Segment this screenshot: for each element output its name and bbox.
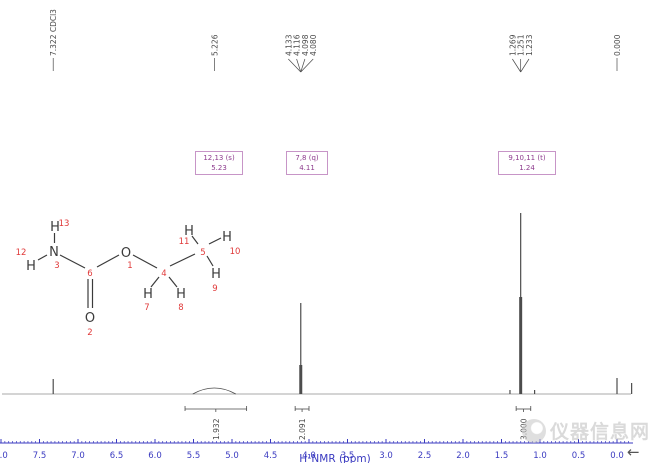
peak-label: 4.080 — [309, 34, 318, 56]
atom-number: 12 — [16, 248, 27, 258]
atom-number: 10 — [230, 247, 241, 257]
peak-label: 4.133 — [284, 34, 293, 56]
atom-H: H — [222, 230, 232, 245]
axis-tick-label: 7.0 — [71, 451, 85, 461]
peak-label: 4.116 — [293, 34, 302, 56]
axis-tick-label: 1.0 — [533, 451, 547, 461]
axis-tick-label: 4.0 — [302, 451, 316, 461]
assignment-box-ch2[interactable]: 7,8 (q) 4.11 — [286, 151, 328, 175]
atom-number: 2 — [87, 328, 92, 338]
axis-tick-label: 1.5 — [495, 451, 509, 461]
bond — [168, 276, 178, 288]
assignment-atoms: 12,13 (s) — [203, 154, 235, 162]
bond — [208, 237, 222, 245]
assignment-shift: 4.11 — [299, 164, 315, 172]
peak-label-connector — [296, 58, 302, 73]
bond — [96, 254, 120, 268]
atom-H: H — [211, 267, 221, 282]
atom-number: 5 — [200, 248, 205, 258]
peak-label: 5.226 — [211, 34, 220, 56]
axis-tick-label: 2.5 — [418, 451, 432, 461]
atom-number: 11 — [179, 237, 190, 247]
axis-tick-label: 3.0 — [379, 451, 393, 461]
peak-label-connector — [288, 58, 302, 73]
atom-O: O — [121, 246, 131, 261]
axis-tick-label: 0.0 — [610, 451, 624, 461]
bond — [150, 276, 160, 288]
scroll-left-arrow-icon[interactable]: ← — [627, 443, 640, 461]
axis-tick-label: 8.0 — [0, 451, 8, 461]
bond — [37, 254, 48, 261]
atom-H: H — [143, 287, 153, 302]
atom-number: 7 — [144, 303, 149, 313]
axis-tick-label: 5.5 — [187, 451, 201, 461]
atom-number: 6 — [87, 269, 92, 279]
integral-value: 2.091 — [298, 418, 307, 440]
assignment-shift: 1.24 — [519, 164, 535, 172]
axis-tick-label: 5.0 — [225, 451, 239, 461]
peak-label: 0.000 — [613, 34, 622, 56]
peak-label: 4.098 — [301, 34, 310, 56]
bond — [206, 255, 214, 267]
assignment-shift: 5.23 — [211, 164, 227, 172]
atom-number: 8 — [178, 303, 183, 313]
atom-number: 1 — [127, 261, 132, 271]
axis-tick-label: 7.5 — [33, 451, 47, 461]
atom-H: H — [50, 220, 60, 235]
bond — [132, 254, 158, 269]
integral-value: 1.932 — [212, 418, 221, 440]
assignment-box-ch3[interactable]: 9,10,11 (t) 1.24 — [498, 151, 556, 175]
atom-number: 13 — [59, 219, 70, 229]
atom-number: 4 — [161, 269, 166, 279]
peak-label-connector — [520, 58, 530, 73]
atom-O: O — [85, 311, 95, 326]
axis-tick-label: 6.5 — [110, 451, 124, 461]
watermark-text: 仪器信息网 — [550, 421, 648, 443]
axis-tick-label: 4.5 — [264, 451, 278, 461]
atom-number: 3 — [54, 261, 59, 271]
bond — [59, 254, 86, 269]
atom-N: N — [49, 245, 59, 260]
peak-hump — [192, 387, 237, 395]
assignment-box-nh2[interactable]: 12,13 (s) 5.23 — [195, 151, 243, 175]
atom-number: 9 — [212, 284, 217, 294]
bond — [191, 235, 199, 245]
atom-H: H — [26, 259, 36, 274]
watermark-logo-icon — [522, 418, 546, 443]
peak-label: 1.269 — [508, 34, 517, 56]
peak-label-connector — [300, 58, 306, 73]
assignment-atoms: 9,10,11 (t) — [508, 154, 546, 162]
assignment-atoms: 7,8 (q) — [295, 154, 319, 162]
peak-label: 7.322 CDCl3 — [49, 9, 58, 56]
peak-label: 1.233 — [525, 34, 534, 56]
axis-tick-label: 3.5 — [341, 451, 355, 461]
axis-tick-label: 6.0 — [148, 451, 162, 461]
atom-H: H — [184, 224, 194, 239]
peak-label-connector — [512, 58, 521, 73]
atom-H: H — [176, 287, 186, 302]
axis-tick-label: 0.5 — [572, 451, 586, 461]
x-axis-title: H¹NMR (ppm) — [299, 453, 371, 463]
peak-label: 1.251 — [517, 34, 526, 56]
watermark: 仪器信息网 — [522, 417, 648, 444]
bond — [169, 253, 196, 267]
peak-label-connector — [300, 58, 314, 73]
axis-tick-label: 2.0 — [456, 451, 470, 461]
